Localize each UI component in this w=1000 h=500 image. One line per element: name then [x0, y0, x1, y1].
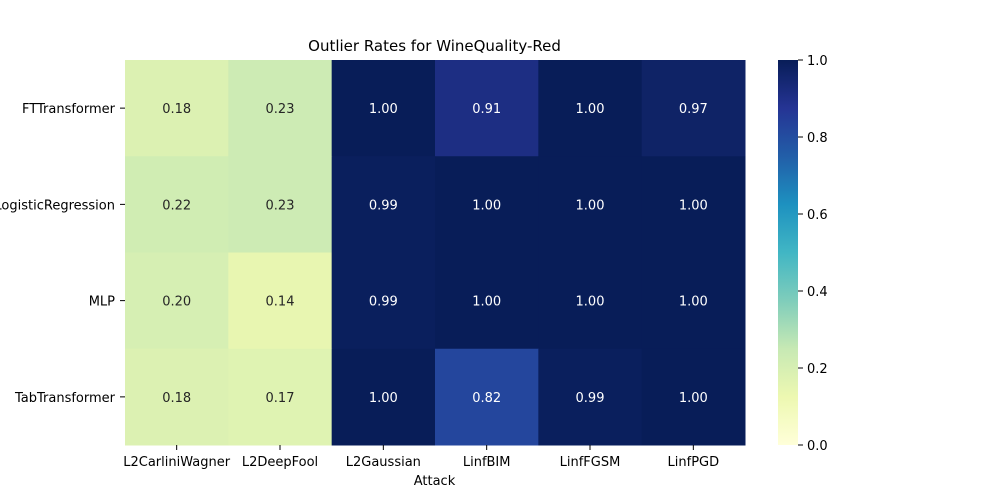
colorbar-gradient — [778, 60, 798, 445]
x-tick-label: L2Gaussian — [346, 455, 421, 470]
heatmap-cell — [228, 348, 333, 446]
heatmap-cell — [641, 156, 746, 253]
heatmap-cell — [435, 156, 539, 253]
y-tick-label: FTTransformer — [22, 102, 116, 117]
heatmap-cell — [641, 348, 746, 446]
heatmap-cell — [435, 348, 539, 446]
cell-value-label: 0.23 — [266, 198, 295, 213]
x-tick-label: LinfBIM — [463, 455, 511, 470]
heatmap-cell — [228, 156, 333, 253]
heatmap-cell — [435, 252, 539, 350]
cell-value-label: 0.23 — [266, 102, 295, 117]
colorbar-tick-label: 0.4 — [807, 285, 828, 300]
heatmap-cell — [331, 60, 436, 157]
cell-value-label: 0.97 — [679, 102, 708, 117]
colorbar-tick-label: 0.6 — [807, 208, 828, 223]
cell-value-label: 0.18 — [162, 102, 191, 117]
heatmap-cell — [331, 348, 436, 446]
cell-value-label: 0.18 — [162, 391, 191, 406]
heatmap-cell — [331, 156, 436, 253]
cell-value-label: 1.00 — [472, 295, 501, 310]
heatmap-cell — [125, 252, 229, 350]
cell-value-label: 0.14 — [266, 295, 295, 310]
colorbar-tick-label: 0.8 — [807, 131, 828, 146]
x-axis-ticks: L2CarliniWagner L2DeepFool L2Gaussian LinfB… — [123, 445, 719, 470]
heatmap-cell — [641, 60, 746, 157]
cell-value-label: 0.17 — [266, 391, 295, 406]
heatmap-cell — [641, 252, 746, 350]
cell-value-label: 1.00 — [679, 295, 708, 310]
colorbar-tick-label: 0.0 — [807, 439, 828, 454]
y-axis-ticks: FTTransformer LogisticRegression MLP TabTra… — [0, 102, 125, 406]
heatmap-cell — [228, 60, 333, 157]
heatmap-cell — [538, 252, 643, 350]
heatmap-cell — [228, 252, 333, 350]
y-tick-label: MLP — [89, 295, 115, 310]
cell-value-label: 1.00 — [576, 102, 605, 117]
heatmap-cell — [538, 348, 643, 446]
heatmap-cell — [125, 348, 229, 446]
x-tick-label: L2DeepFool — [242, 455, 318, 470]
cell-value-label: 1.00 — [679, 391, 708, 406]
cell-value-label: 1.00 — [369, 102, 398, 117]
cell-value-label: 1.00 — [472, 198, 501, 213]
colorbar-tick-label: 0.2 — [807, 362, 828, 377]
y-tick-label: TabTransformer — [14, 391, 116, 406]
cell-value-label: 1.00 — [369, 391, 398, 406]
heatmap-cell — [331, 252, 436, 350]
heatmap-cell — [538, 60, 643, 157]
y-tick-label: LogisticRegression — [0, 198, 115, 213]
colorbar-tick-label: 1.0 — [807, 54, 828, 69]
cell-value-label: 0.20 — [162, 295, 191, 310]
heatmap-cell — [125, 156, 229, 253]
x-axis-label: Attack — [414, 474, 456, 489]
cell-value-label: 0.99 — [576, 391, 605, 406]
heatmap-cells: 0.18 0.23 1.00 0.91 1.00 0.97 0.22 0.23 0.99 1.00… — [125, 60, 746, 446]
x-tick-label: L2CarliniWagner — [123, 455, 230, 470]
cell-value-label: 0.99 — [369, 198, 398, 213]
chart-title: Outlier Rates for WineQuality-Red — [308, 37, 561, 55]
x-tick-label: LinfFGSM — [560, 455, 621, 470]
heatmap-cell — [538, 156, 643, 253]
x-tick-label: LinfPGD — [668, 455, 720, 470]
colorbar: 0.0 0.2 0.4 0.6 0.8 1.0 — [778, 54, 828, 454]
cell-value-label: 0.91 — [472, 102, 501, 117]
cell-value-label: 0.99 — [369, 295, 398, 310]
cell-value-label: 1.00 — [576, 295, 605, 310]
heatmap-cell — [435, 60, 539, 157]
cell-value-label: 1.00 — [679, 198, 708, 213]
heatmap-cell — [125, 60, 229, 157]
cell-value-label: 0.82 — [472, 391, 501, 406]
cell-value-label: 1.00 — [576, 198, 605, 213]
cell-value-label: 0.22 — [162, 198, 191, 213]
